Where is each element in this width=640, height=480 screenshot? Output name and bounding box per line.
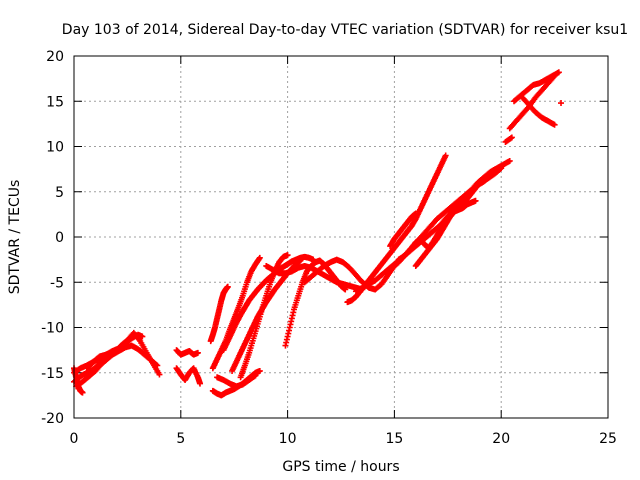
data-point [197, 380, 204, 387]
y-tick-label: -15 [41, 366, 64, 382]
series-arc-14 [237, 252, 291, 381]
data-point [497, 166, 504, 173]
series-arc-7 [173, 365, 204, 387]
series-arc-3 [73, 329, 163, 390]
data-point [194, 349, 201, 356]
series-arc-27 [502, 134, 515, 145]
data-point [555, 69, 562, 76]
data-point [224, 283, 231, 290]
data-point [256, 254, 263, 261]
y-tick-label: 10 [46, 140, 64, 156]
series-arc-12 [220, 253, 317, 354]
x-tick-label: 5 [176, 431, 185, 447]
data-point [139, 333, 146, 340]
series-arc-11 [214, 372, 259, 390]
y-tick-label: 15 [46, 94, 64, 110]
data-point [498, 165, 505, 172]
x-tick-label: 0 [70, 431, 79, 447]
data-point [256, 367, 263, 374]
data-marks [71, 69, 565, 399]
series-arc-23 [387, 210, 419, 250]
series-arc-17 [301, 255, 404, 293]
data-point [412, 210, 419, 217]
data-point [558, 100, 565, 107]
data-point [508, 134, 515, 141]
data-point [156, 371, 163, 378]
series-arc-9 [207, 283, 231, 345]
data-point [472, 197, 479, 204]
y-tick-label: 20 [46, 49, 64, 65]
series-arc-5 [83, 351, 110, 372]
y-tick-label: -10 [41, 321, 64, 337]
data-point [284, 252, 291, 259]
chart-title: Day 103 of 2014, Sidereal Day-to-day VTE… [62, 22, 628, 38]
series-arc-26 [519, 94, 558, 128]
data-point [103, 351, 110, 358]
series-arc-6 [173, 347, 201, 358]
data-point [476, 179, 483, 186]
data-point [551, 121, 558, 128]
series-arc-1 [71, 331, 146, 376]
y-tick-label: 0 [55, 230, 64, 246]
data-point [442, 152, 449, 159]
x-tick-label: 20 [492, 431, 510, 447]
data-point [506, 157, 513, 164]
series-arc-4 [71, 365, 86, 396]
x-tick-label: 15 [385, 431, 403, 447]
series-arc-22 [412, 179, 483, 269]
data-point [297, 257, 304, 264]
data-point [252, 372, 259, 379]
x-axis-label: GPS time / hours [282, 459, 399, 475]
x-tick-label: 25 [599, 431, 617, 447]
y-tick-label: -20 [41, 411, 64, 427]
data-point [79, 389, 86, 396]
y-axis-label: SDTVAR / TECUs [7, 180, 23, 295]
y-tick-label: 5 [55, 185, 64, 201]
series-arc-28 [558, 100, 565, 107]
axis-ticks: 0 5 10 15 20 25 -20 -15 -10 -5 0 5 10 15 20 [41, 49, 617, 447]
y-tick-label: -5 [50, 275, 64, 291]
plot-frame [73, 55, 609, 419]
x-tick-label: 10 [279, 431, 297, 447]
